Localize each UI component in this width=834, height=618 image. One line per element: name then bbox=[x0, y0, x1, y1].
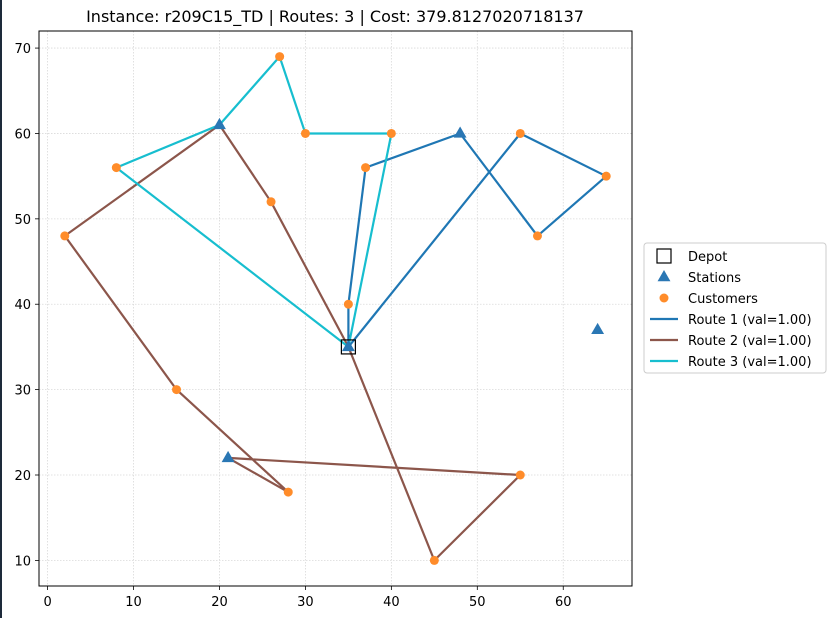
customer-point bbox=[601, 171, 611, 181]
legend-label: Route 1 (val=1.00) bbox=[688, 313, 812, 328]
customer-point bbox=[283, 487, 293, 497]
grid bbox=[39, 31, 632, 586]
legend-depot-marker bbox=[656, 248, 672, 264]
x-tick-label: 20 bbox=[211, 595, 228, 610]
station-point bbox=[453, 126, 467, 138]
customer-point bbox=[172, 385, 182, 395]
legend-label: Route 2 (val=1.00) bbox=[688, 334, 812, 349]
station-point bbox=[221, 450, 235, 463]
legend-label: Stations bbox=[688, 271, 741, 286]
customer-point bbox=[532, 231, 542, 241]
y-tick-label: 40 bbox=[14, 298, 31, 313]
route-line bbox=[63, 123, 522, 562]
y-tick-label: 50 bbox=[14, 213, 31, 228]
legend-label: Depot bbox=[688, 250, 727, 265]
legend-customer-marker bbox=[659, 293, 669, 303]
markers bbox=[60, 52, 611, 565]
customer-point bbox=[386, 128, 396, 138]
x-tick-label: 30 bbox=[297, 595, 314, 610]
station-point bbox=[341, 339, 355, 352]
legend-box bbox=[643, 242, 827, 374]
y-axis: 10 20 30 40 50 60 70 bbox=[14, 42, 39, 569]
x-tick-label: 10 bbox=[125, 595, 142, 610]
customer-point bbox=[343, 299, 353, 309]
x-tick-label: 40 bbox=[383, 595, 400, 610]
customer-point bbox=[429, 555, 439, 565]
y-tick-label: 20 bbox=[14, 469, 31, 484]
customer-point bbox=[275, 52, 285, 62]
plot-frame bbox=[38, 30, 633, 587]
customer-point bbox=[515, 470, 525, 480]
y-tick-label: 10 bbox=[14, 554, 31, 569]
station-point bbox=[591, 322, 605, 335]
customer-point bbox=[60, 231, 70, 241]
legend-station-marker bbox=[657, 270, 671, 282]
legend-label: Customers bbox=[688, 292, 758, 307]
station-point bbox=[213, 117, 226, 130]
route-line bbox=[347, 132, 608, 348]
routes bbox=[63, 55, 608, 562]
y-tick-label: 60 bbox=[14, 127, 31, 142]
customer-point bbox=[300, 128, 310, 138]
depot-point bbox=[340, 339, 356, 355]
customer-point bbox=[111, 163, 121, 173]
x-axis: 0 10 20 30 40 50 60 bbox=[43, 586, 572, 610]
y-tick-label: 30 bbox=[14, 384, 31, 399]
x-tick-label: 50 bbox=[469, 595, 486, 610]
y-tick-label: 70 bbox=[14, 42, 31, 57]
customer-point bbox=[361, 163, 371, 173]
customer-point bbox=[515, 128, 525, 138]
legend: Depot Stations Customers Route 1 (val=1.00)… bbox=[643, 242, 827, 374]
customer-point bbox=[266, 197, 276, 207]
x-tick-label: 60 bbox=[555, 595, 572, 610]
legend-label: Route 3 (val=1.00) bbox=[688, 355, 812, 370]
chart-title: Instance: r209C15_TD | Routes: 3 | Cost:… bbox=[86, 7, 584, 27]
x-tick-label: 0 bbox=[43, 595, 51, 610]
window-edge bbox=[0, 0, 2, 618]
